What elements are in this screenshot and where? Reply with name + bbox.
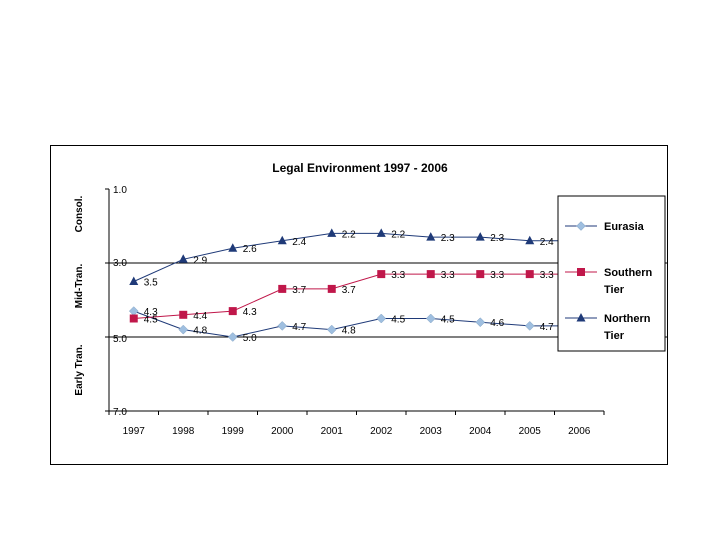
data-point-eurasia — [128, 306, 139, 316]
band-label-early-tran: Early Tran. — [74, 344, 85, 395]
data-point-southern-tier — [377, 270, 386, 279]
data-label-eurasia: 4.8 — [193, 326, 207, 337]
data-point-southern-tier — [179, 310, 188, 319]
data-label-northern-tier: 2.4 — [292, 237, 306, 248]
data-label-northern-tier: 3.5 — [144, 278, 158, 289]
legend-label-eurasia: Eurasia — [604, 221, 645, 233]
x-tick-label: 2004 — [469, 426, 492, 437]
data-label-southern-tier: 3.7 — [292, 285, 306, 296]
x-tick-label: 2003 — [420, 426, 443, 437]
x-tick-label: 2002 — [370, 426, 393, 437]
legend-label-southern-tier-line2: Tier — [604, 284, 625, 296]
data-point-southern-tier — [426, 270, 435, 279]
band-label-consol: Consol. — [74, 195, 85, 232]
series-southern-tier: 4.54.44.33.73.73.33.33.33.33.3 — [129, 270, 604, 326]
legend-marker-northern-tier — [576, 313, 586, 322]
x-tick-label: 2001 — [321, 426, 344, 437]
data-label-northern-tier: 2.2 — [391, 229, 405, 240]
chart-frame: Legal Environment 1997 - 2006 Consol. Mi… — [50, 145, 668, 465]
data-label-eurasia: 4.7 — [292, 322, 306, 333]
data-point-southern-tier — [228, 307, 237, 316]
legend-label-southern-tier-line1: Southern — [604, 267, 653, 279]
data-point-eurasia — [178, 324, 189, 335]
data-point-northern-tier — [475, 232, 485, 241]
data-label-northern-tier: 2.2 — [342, 229, 356, 240]
series-eurasia: 4.34.85.04.74.84.54.54.64.74.7 — [128, 306, 604, 344]
data-label-southern-tier: 4.3 — [243, 307, 257, 318]
data-label-eurasia: 4.6 — [490, 318, 504, 329]
data-point-eurasia — [475, 317, 486, 328]
data-point-eurasia — [376, 313, 387, 324]
data-point-southern-tier — [525, 270, 534, 279]
chart-svg: Legal Environment 1997 - 2006 Consol. Mi… — [74, 161, 667, 437]
data-point-southern-tier — [278, 284, 287, 293]
x-tick-label: 2006 — [568, 426, 591, 437]
data-label-northern-tier: 2.3 — [441, 233, 455, 244]
data-label-southern-tier: 4.5 — [144, 315, 158, 326]
data-point-eurasia — [277, 321, 288, 331]
data-point-northern-tier — [277, 235, 287, 245]
data-label-eurasia: 4.3 — [144, 307, 158, 318]
y-tick-label: 5.0 — [113, 334, 127, 345]
chart-title: Legal Environment 1997 - 2006 — [272, 161, 448, 175]
x-tick-label: 1998 — [172, 426, 195, 437]
data-point-northern-tier — [327, 228, 337, 237]
x-tick-labels: 1997 1998 1999 2000 2001 2002 2003 2004 2005 2006 — [123, 426, 591, 437]
data-label-eurasia: 4.8 — [342, 326, 356, 337]
series-line-northern-tier — [133, 232, 580, 282]
legend-marker-southern-tier — [577, 268, 585, 276]
data-label-eurasia: 4.5 — [391, 315, 405, 326]
data-point-southern-tier — [476, 270, 485, 279]
x-tick-label: 2000 — [271, 426, 294, 437]
x-tick-label: 1997 — [123, 426, 146, 437]
data-point-northern-tier — [426, 232, 436, 241]
data-point-northern-tier — [525, 235, 535, 245]
data-point-eurasia — [425, 313, 436, 324]
legend-marker-eurasia — [576, 221, 586, 231]
series-line-eurasia — [133, 310, 580, 338]
y-tick-label: 1.0 — [113, 185, 127, 196]
legend-label-northern-tier-line2: Tier — [604, 330, 625, 342]
data-label-southern-tier: 3.3 — [391, 270, 405, 281]
data-label-northern-tier: 2.3 — [490, 233, 504, 244]
data-label-northern-tier: 2.4 — [540, 237, 554, 248]
data-point-eurasia — [227, 332, 238, 342]
data-point-eurasia — [524, 321, 535, 331]
data-point-southern-tier — [129, 314, 138, 323]
data-label-eurasia: 5.0 — [243, 333, 257, 344]
series-line-southern-tier — [133, 273, 580, 319]
series-northern-tier: 3.52.92.62.42.22.22.32.32.42.4 — [129, 228, 604, 289]
data-point-northern-tier — [376, 228, 386, 237]
legend-label-northern-tier-line1: Northern — [604, 313, 651, 325]
data-point-eurasia — [326, 324, 337, 335]
data-point-southern-tier — [327, 284, 336, 293]
x-tick-label: 1999 — [222, 426, 245, 437]
data-point-northern-tier — [129, 276, 139, 285]
data-label-eurasia: 4.5 — [441, 315, 455, 326]
band-label-mid-tran: Mid-Tran. — [74, 264, 85, 309]
data-label-northern-tier: 2.6 — [243, 244, 257, 255]
data-label-southern-tier: 3.3 — [490, 270, 504, 281]
data-point-northern-tier — [228, 243, 238, 252]
x-tick-label: 2005 — [519, 426, 542, 437]
data-label-southern-tier: 3.3 — [540, 270, 554, 281]
legend-marks — [565, 221, 597, 322]
data-point-northern-tier — [178, 254, 188, 263]
data-label-southern-tier: 4.4 — [193, 311, 207, 322]
data-label-southern-tier: 3.3 — [441, 270, 455, 281]
data-label-northern-tier: 2.9 — [193, 255, 207, 266]
legend-box — [557, 195, 666, 352]
series-layer: 4.34.85.04.74.84.54.54.64.74.74.54.44.33… — [128, 228, 604, 344]
data-label-eurasia: 4.7 — [540, 322, 554, 333]
data-label-southern-tier: 3.7 — [342, 285, 356, 296]
y-tick-label: 7.0 — [113, 407, 127, 418]
